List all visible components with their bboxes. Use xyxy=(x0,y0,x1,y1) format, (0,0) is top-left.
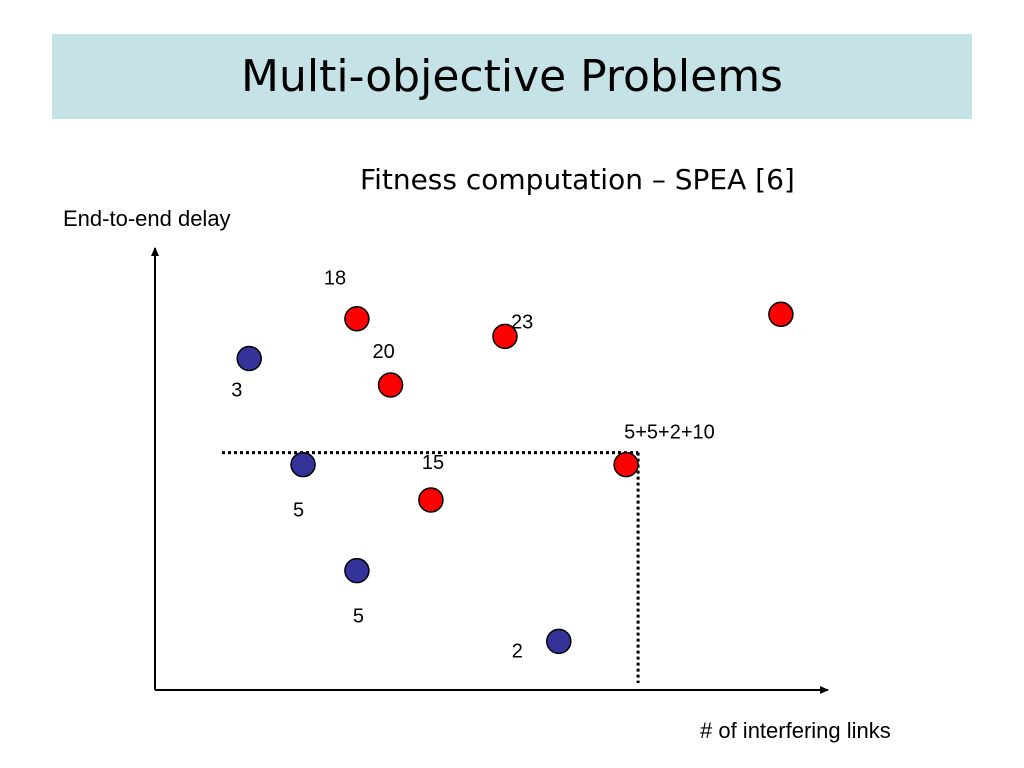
slide-subtitle: Fitness computation – SPEA [6] xyxy=(360,163,795,196)
point-label: 3 xyxy=(231,380,242,402)
x-axis-label: # of interfering links xyxy=(700,718,891,743)
data-point xyxy=(344,305,370,332)
data-points: 18 23 20 5+5+2+10 15 3 5 5 2 xyxy=(231,268,794,662)
data-point xyxy=(377,372,404,398)
data-point xyxy=(236,345,262,372)
data-point xyxy=(613,451,639,478)
data-point xyxy=(492,323,518,350)
point-label: 2 xyxy=(512,640,523,662)
point-label: 5 xyxy=(353,606,364,628)
point-label: 15 xyxy=(422,452,444,474)
y-axis-label: End-to-end delay xyxy=(63,206,231,231)
data-point xyxy=(344,557,370,584)
point-label: 20 xyxy=(373,341,395,363)
data-point xyxy=(768,301,794,328)
data-point xyxy=(290,451,316,478)
data-point xyxy=(418,487,444,513)
reference-lines xyxy=(222,451,640,683)
point-label: 18 xyxy=(324,268,346,290)
title-bar: Multi-objective Problems xyxy=(52,34,972,119)
point-label: 23 xyxy=(511,311,533,333)
data-point xyxy=(546,628,572,655)
slide-title: Multi-objective Problems xyxy=(241,51,783,102)
point-label: 5+5+2+10 xyxy=(624,422,715,444)
point-label: 5 xyxy=(293,500,304,522)
